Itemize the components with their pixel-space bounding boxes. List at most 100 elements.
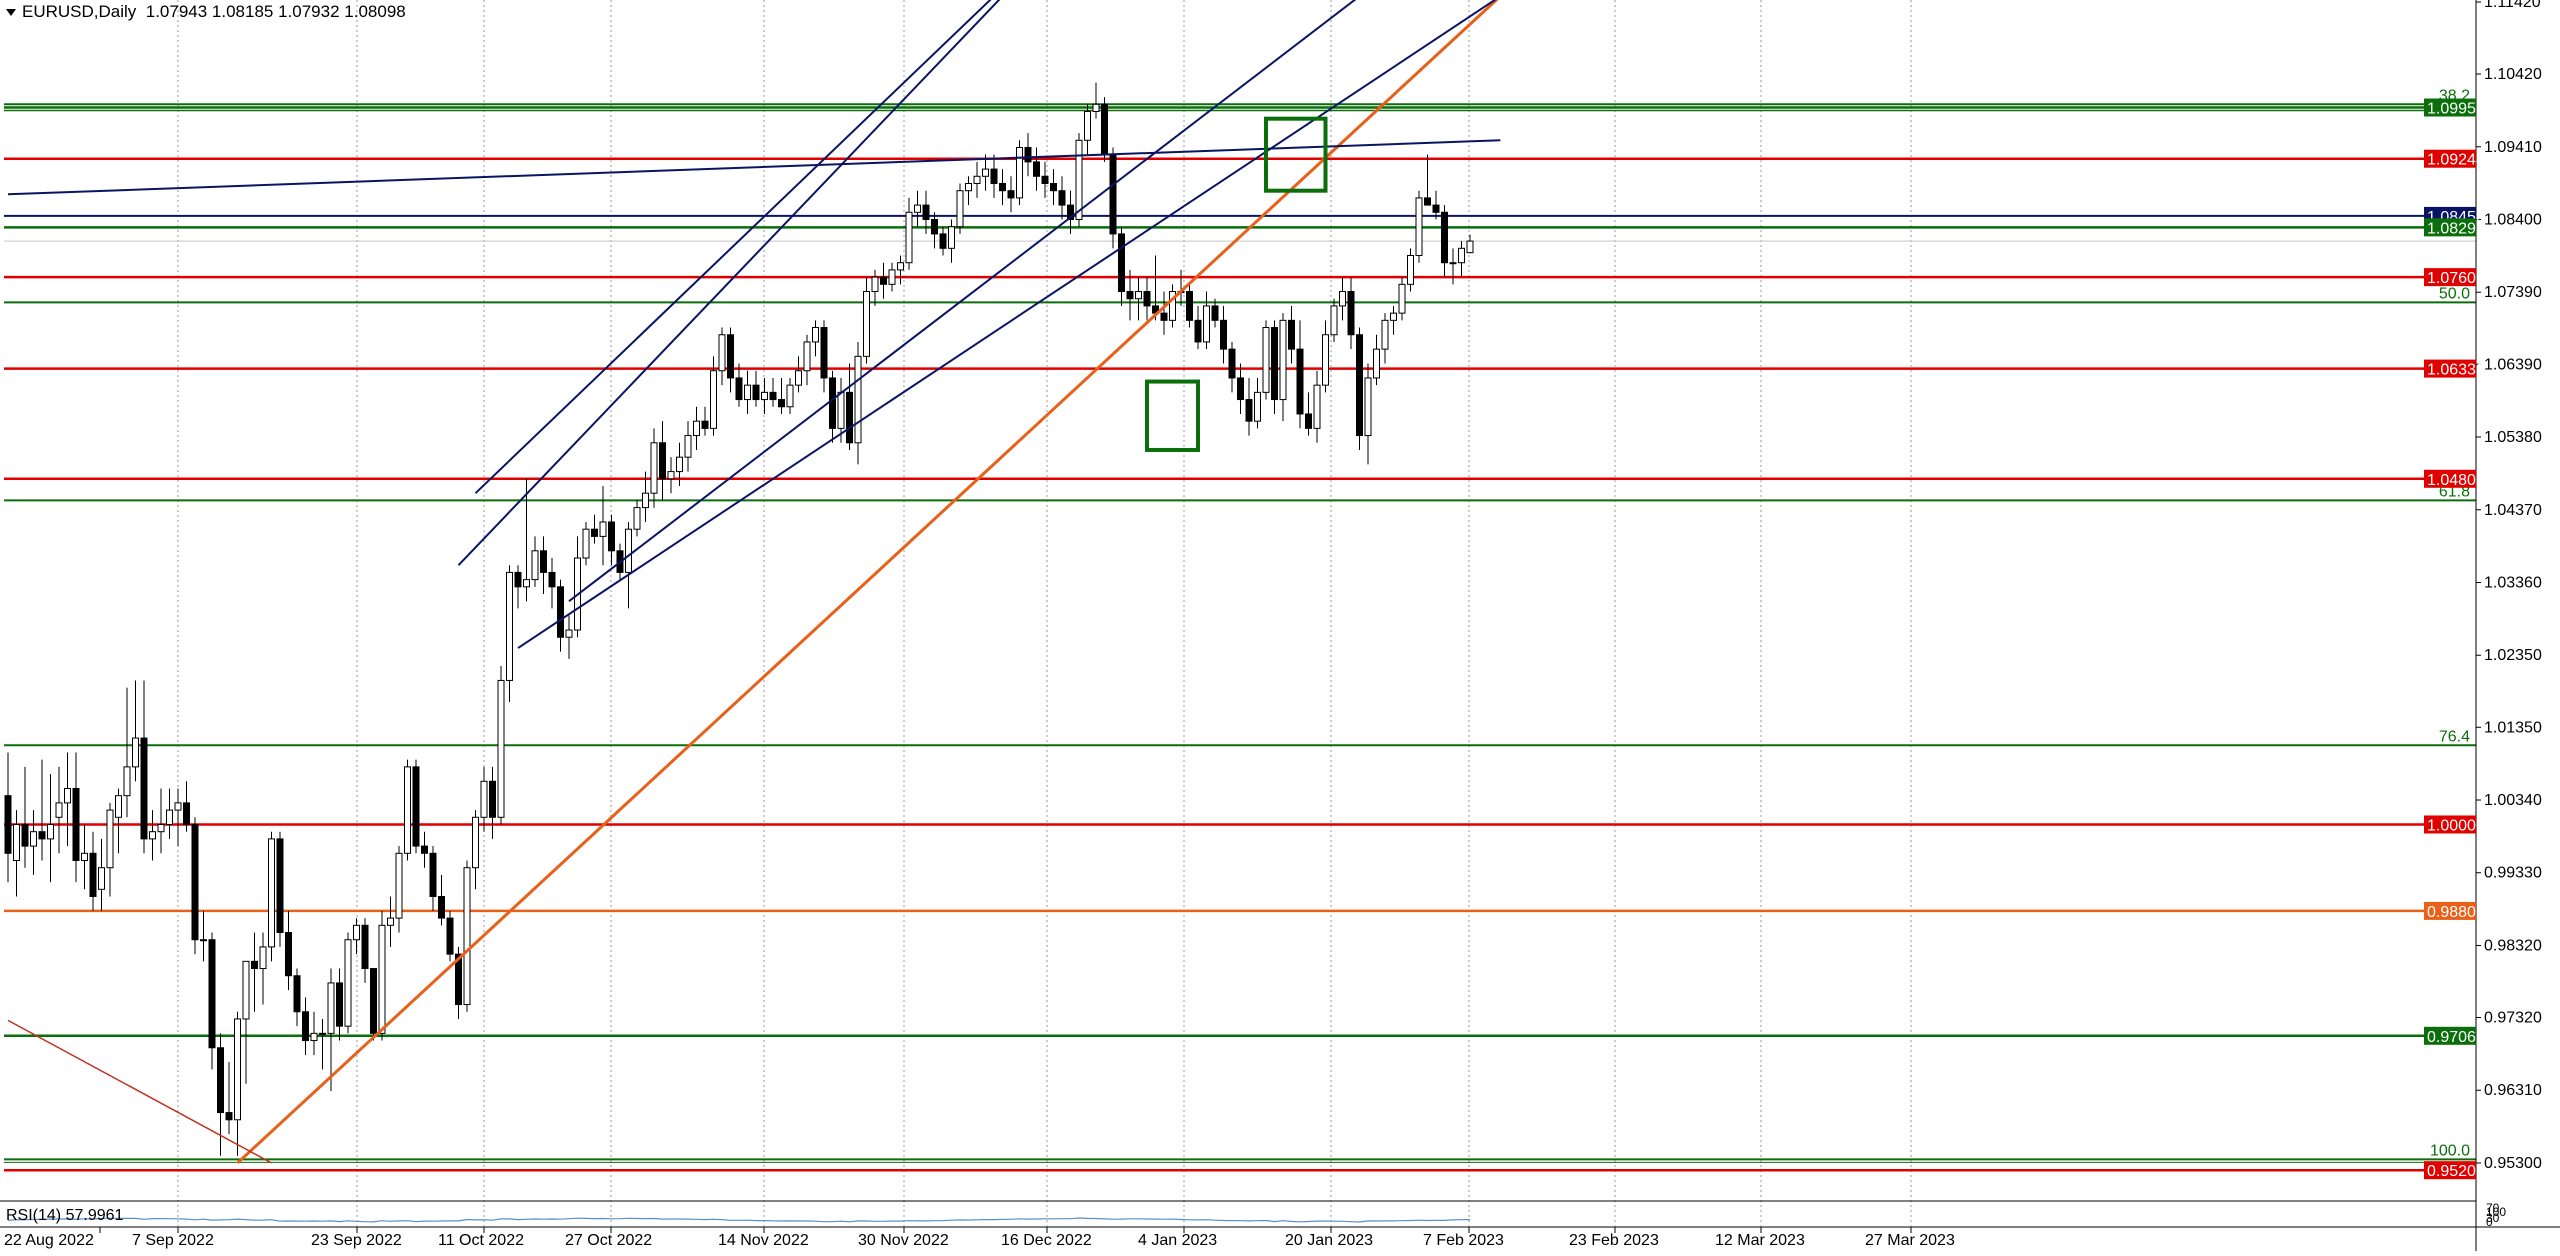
candle-body [1373,348,1380,379]
candles-layer [4,82,1474,1156]
candle-body [1271,327,1278,401]
candle-body [540,550,547,573]
y-tick-label: 1.11420 [2484,0,2541,11]
x-tick-label: 4 Jan 2023 [1138,1232,1217,1249]
candle-body [242,960,250,1020]
y-tick-label: 0.96310 [2484,1082,2542,1099]
price-tag-box [2424,815,2476,834]
candle-body [582,528,590,559]
price-tag-label: 1.04800 [2427,472,2485,489]
candle-body [72,787,80,861]
price-tag-box [2424,359,2476,378]
candle-body [268,838,275,948]
candle-body [1033,161,1040,177]
candle-body [897,262,904,271]
candle-body [1432,204,1440,213]
price-tag-label: 1.09955 [2427,101,2485,118]
candle-body [412,766,420,847]
highlight-box [1264,116,1328,193]
candle-body [990,168,998,184]
candle-body [548,571,556,588]
candle-body [98,867,105,890]
price-tag-box [2424,1161,2476,1180]
candle-body [1143,291,1151,307]
candle-body [514,571,522,588]
candle-body [208,939,216,1049]
price-tag-box [2424,469,2476,488]
candle-body [939,233,947,249]
x-tick-label: 12 Mar 2023 [1715,1232,1805,1249]
candle-body [718,334,726,372]
candle-body [1347,291,1355,336]
candle-body [1449,262,1457,265]
y-tick-label: 0.97320 [2484,1010,2542,1027]
candle-body [1135,291,1142,300]
candle-body [1203,305,1210,343]
candle-body [387,917,394,926]
x-tick-label: 23 Sep 2022 [311,1232,402,1249]
candle-body [302,1011,309,1042]
candle-body [1381,319,1389,350]
candle-body [710,370,717,429]
candle-body [727,334,734,379]
candle-body [463,867,471,1006]
y-tick-label: 1.05380 [2484,429,2542,446]
rsi-label: RSI(14) 57.9961 [6,1207,124,1224]
candle-body [1169,291,1176,321]
trendline [568,0,1357,603]
candle-body [633,507,641,530]
candle-body [38,831,46,840]
y-tick-label: 1.07390 [2484,284,2542,301]
candle-body [812,327,819,343]
candle-body [1322,334,1329,386]
trendline [517,0,1497,649]
candle-body [1016,146,1023,199]
candle-body [854,355,862,444]
candle-body [1254,391,1261,422]
candle-body [455,953,462,1006]
price-tag-label: 1.08291 [2427,220,2485,237]
x-tick-label: 22 Aug 2022 [4,1232,94,1249]
fib-label: 100.0 [2430,1142,2470,1159]
candle-body [489,780,496,818]
candle-body [191,823,199,941]
candle-body [1058,190,1066,206]
y-tick-label: 1.00340 [2484,792,2542,809]
candle-body [735,377,743,401]
candle-body [965,182,972,192]
y-tick-label: 1.02350 [2484,647,2542,664]
candle-body [829,377,836,429]
y-tick-label: 1.04370 [2484,502,2542,519]
candle-body [888,269,896,285]
candle-body [4,795,12,854]
candle-body [361,924,369,970]
x-tick-label: 16 Dec 2022 [1001,1232,1092,1249]
candle-body [106,809,114,869]
fib-label: 76.4 [2439,728,2470,745]
candle-body [149,831,156,840]
candle-body [1075,139,1083,221]
trendline [457,0,1001,566]
candle-body [438,896,445,919]
candle-body [846,391,853,444]
candle-body [956,190,964,228]
candle-body [1458,247,1465,264]
candle-body [931,219,938,235]
candle-body [64,787,71,804]
candle-body [157,823,165,833]
x-tick-label: 14 Nov 2022 [718,1232,809,1249]
candle-body [1126,291,1134,300]
candle-body [1024,146,1032,163]
candle-body [1424,197,1431,206]
candle-body [344,939,352,1027]
candle-body [1050,182,1057,192]
candle-body [1288,319,1295,350]
candle-body [676,456,683,473]
candle-body [1339,291,1346,307]
x-tick-label: 23 Feb 2023 [1569,1232,1659,1249]
trendline [474,0,992,494]
menu-triangle-icon[interactable] [6,9,16,17]
candle-body [404,766,411,854]
